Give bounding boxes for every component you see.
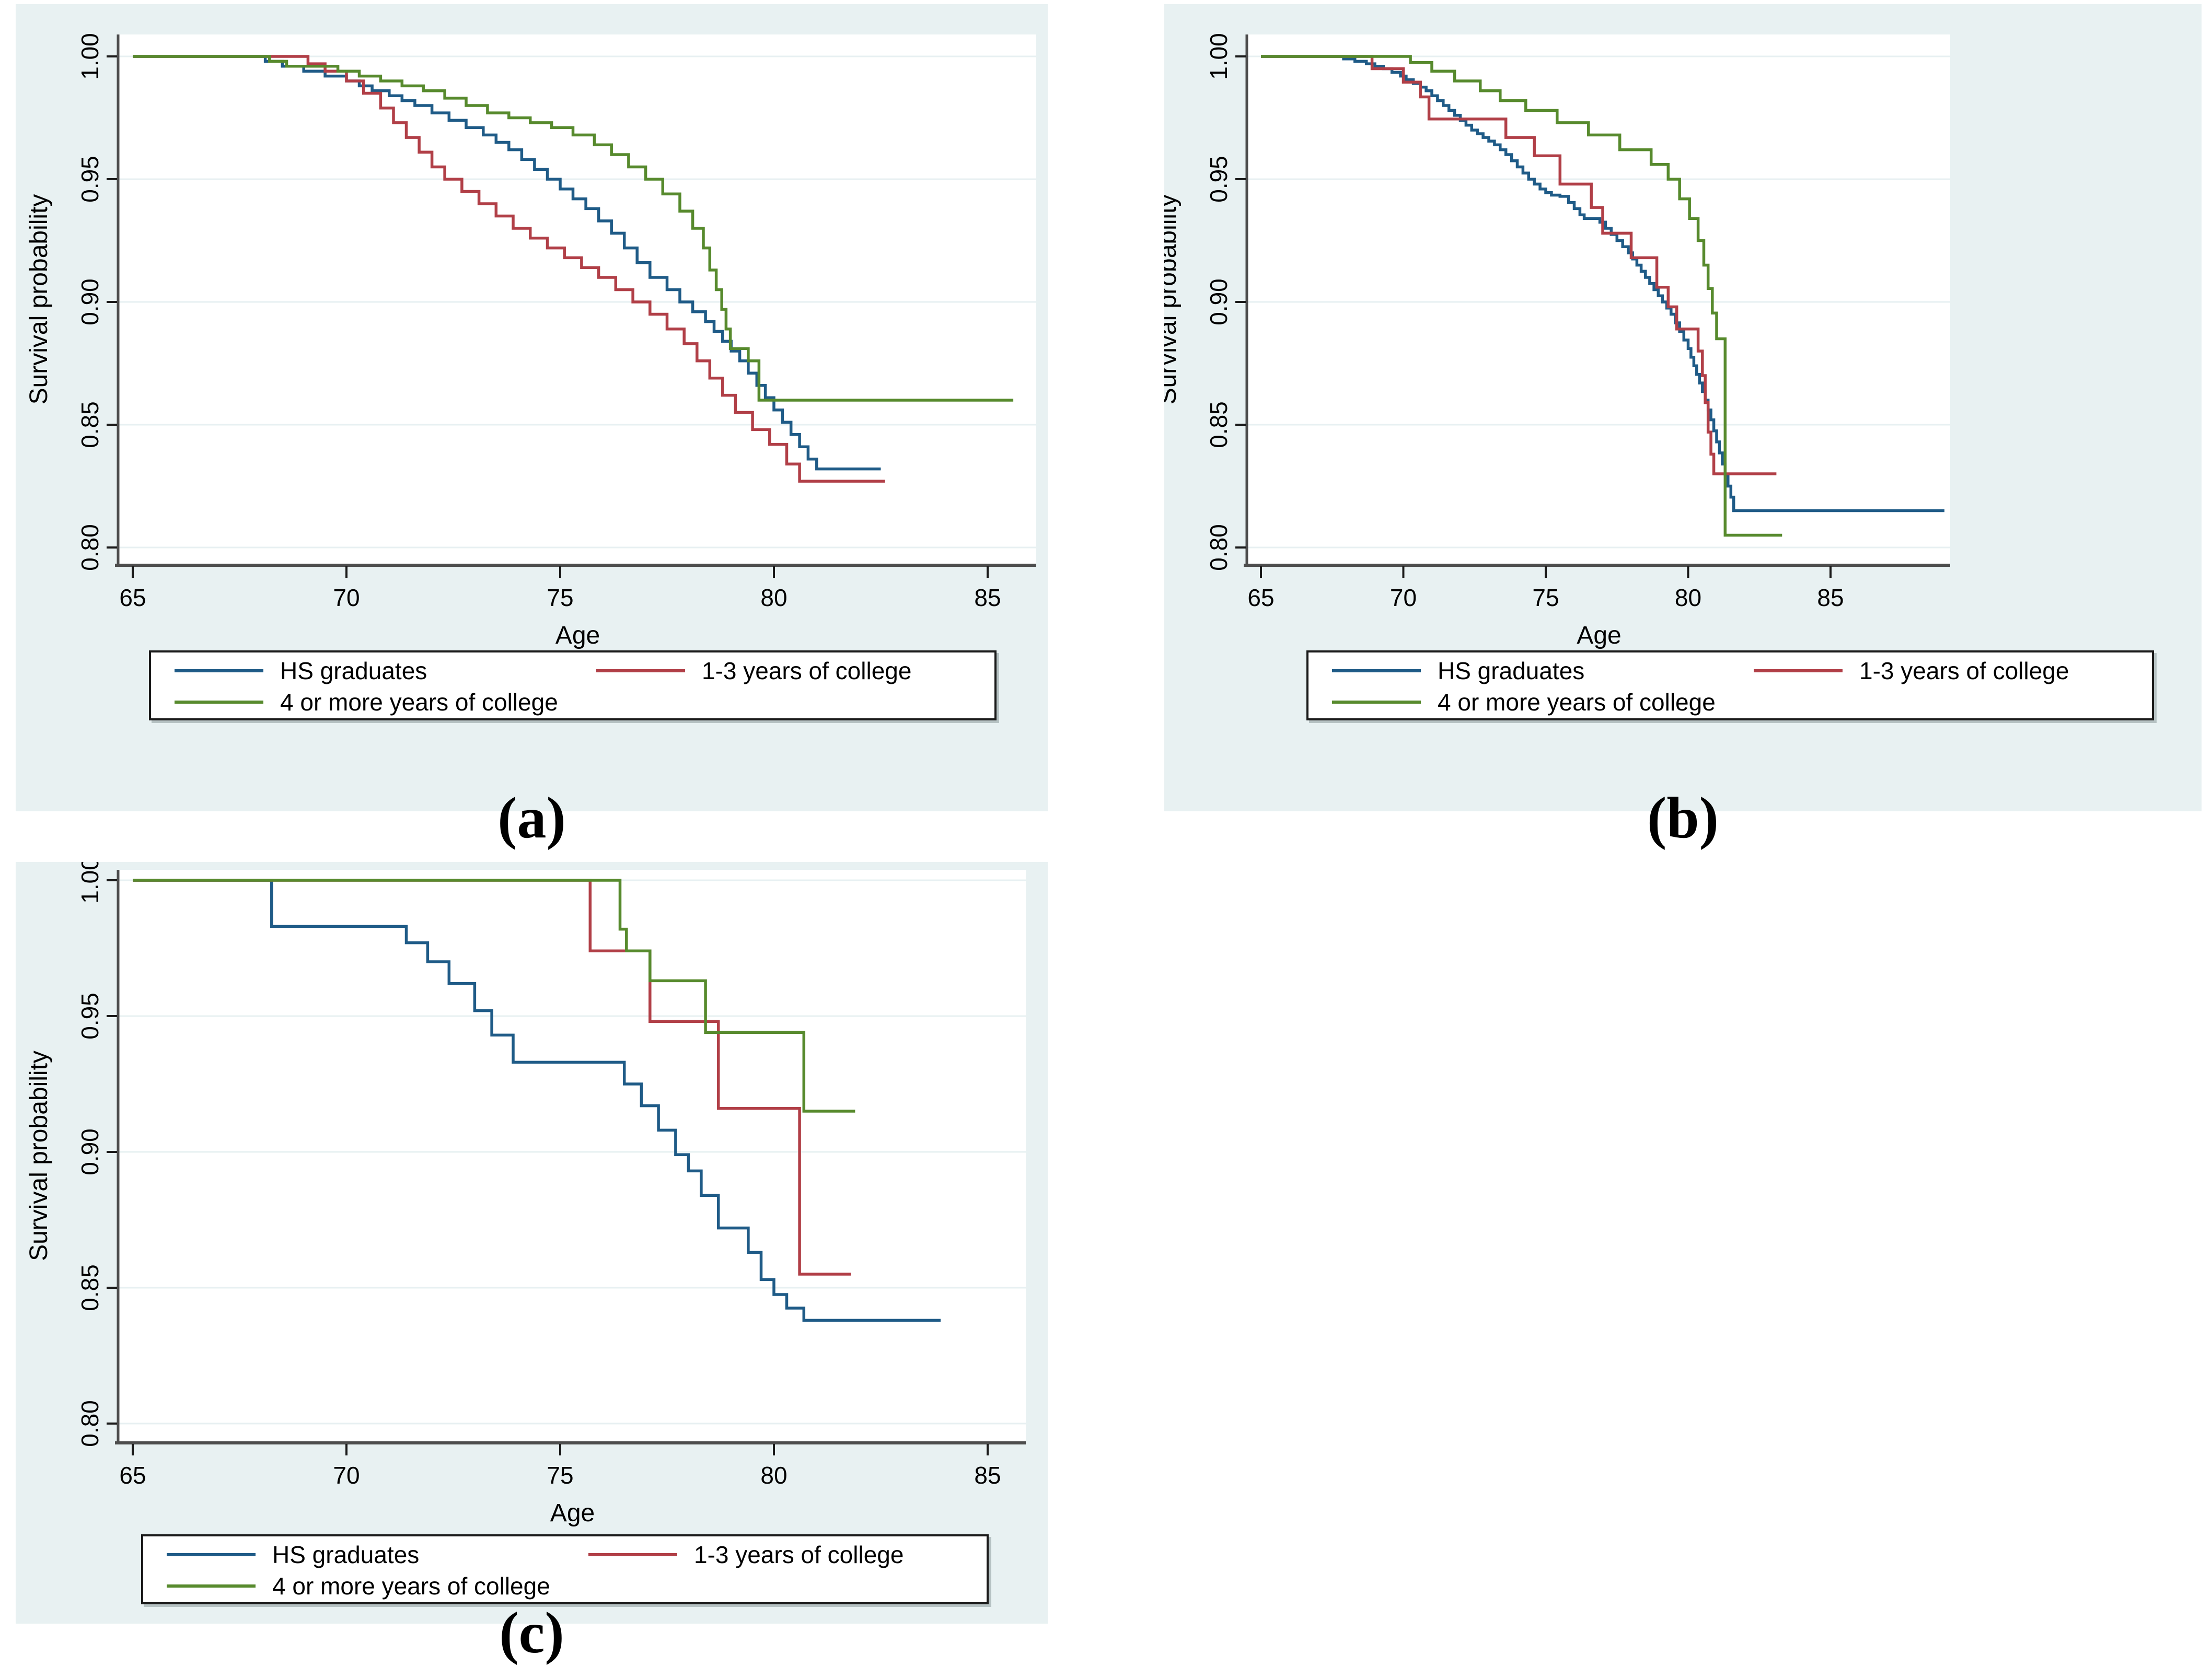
y-tick-label-1.00: 1.00: [76, 33, 103, 80]
college-4plus-line-swatch-icon: [1332, 701, 1421, 704]
x-axis-title: Age: [1577, 622, 1621, 649]
hs-graduates-line-swatch-icon: [175, 669, 263, 672]
y-tick-label-1.00: 1.00: [76, 862, 103, 904]
legend-item-hs-graduates: HS graduates: [1332, 657, 1585, 684]
survival-curve-college_1_3: [1261, 55, 1777, 475]
survival-panel-b: 1.00 0.95 0.90 0.85 0.80 65 70 75 80 85 Age Surviva…: [1164, 4, 2202, 811]
legend-label-college-1-3: 1-3 years of college: [694, 1541, 904, 1568]
college-1-3-line-swatch-icon: [588, 1553, 677, 1556]
x-tick-label-80: 80: [760, 584, 787, 611]
survival-curve-college_1_3: [133, 55, 885, 483]
x-tick-label-85: 85: [1817, 584, 1844, 611]
y-tick-label-0.95: 0.95: [76, 156, 103, 203]
x-tick-label-80: 80: [760, 1462, 787, 1489]
legend-panel-b: HS graduates 1-3 years of college 4 or m…: [1306, 650, 2154, 720]
y-tick-label-0.90: 0.90: [76, 278, 103, 325]
y-tick-label-0.95: 0.95: [1205, 156, 1232, 203]
college-1-3-line-swatch-icon: [1754, 669, 1843, 672]
legend-label-hs-graduates: HS graduates: [280, 657, 427, 684]
plot-area: [119, 870, 1026, 1442]
legend-label-hs-graduates: HS graduates: [272, 1541, 420, 1568]
x-tick-label-70: 70: [333, 584, 360, 611]
hs-graduates-line-swatch-icon: [1332, 669, 1421, 672]
y-axis-title: Survival probability: [1164, 194, 1182, 405]
survival-curve-college_4_plus: [133, 55, 1014, 402]
legend-item-hs-graduates: HS graduates: [175, 657, 427, 684]
legend-label-college-4plus: 4 or more years of college: [272, 1572, 550, 1600]
college-4plus-line-swatch-icon: [167, 1584, 256, 1588]
legend-panel-c: HS graduates 1-3 years of college 4 or m…: [141, 1534, 989, 1604]
y-tick-label-0.85: 0.85: [1205, 401, 1232, 448]
x-axis-title: Age: [555, 622, 600, 649]
college-4plus-line-swatch-icon: [175, 701, 263, 704]
y-tick-label-0.85: 0.85: [76, 401, 103, 448]
x-tick-label-65: 65: [119, 584, 146, 611]
x-tick-label-75: 75: [547, 1462, 573, 1489]
survival-curve-hs_graduates: [133, 879, 941, 1322]
x-axis-title: Age: [550, 1499, 595, 1527]
legend-item-college-1-3: 1-3 years of college: [588, 1541, 904, 1568]
x-tick-label-75: 75: [547, 584, 573, 611]
hs-graduates-line-swatch-icon: [167, 1553, 256, 1556]
survival-curve-college_4_plus: [133, 879, 855, 1113]
y-tick-label-1.00: 1.00: [1205, 33, 1232, 80]
legend-label-hs-graduates: HS graduates: [1438, 657, 1585, 684]
legend-label-college-1-3: 1-3 years of college: [1859, 657, 2069, 684]
plot-area: [119, 34, 1036, 564]
y-tick-label-0.90: 0.90: [76, 1128, 103, 1175]
legend-item-college-4plus: 4 or more years of college: [167, 1572, 550, 1600]
x-tick-label-75: 75: [1532, 584, 1559, 611]
legend-item-college-4plus: 4 or more years of college: [1332, 689, 1716, 716]
plot-area: [1248, 34, 1950, 564]
x-tick-label-70: 70: [333, 1462, 360, 1489]
legend-item-college-1-3: 1-3 years of college: [1754, 657, 2069, 684]
caption-panel-c: (c): [499, 1601, 564, 1665]
y-tick-label-0.80: 0.80: [1205, 524, 1232, 571]
survival-panel-c: 1.00 0.95 0.90 0.85 0.80 65 70 75 80 85 Age Surviva…: [16, 862, 1048, 1624]
y-axis-title: Survival probability: [25, 194, 53, 405]
survival-chart-c: 1.00 0.95 0.90 0.85 0.80 65 70 75 80 85 Age Surviva…: [16, 862, 1048, 1624]
legend-item-college-4plus: 4 or more years of college: [175, 689, 558, 716]
y-tick-label-0.80: 0.80: [76, 524, 103, 571]
caption-panel-b: (b): [1647, 786, 1719, 850]
y-tick-label-0.80: 0.80: [76, 1400, 103, 1447]
x-tick-label-65: 65: [119, 1462, 146, 1489]
x-tick-label-85: 85: [974, 1462, 1001, 1489]
y-tick-label-0.90: 0.90: [1205, 278, 1232, 325]
y-tick-label-0.85: 0.85: [76, 1264, 103, 1311]
survival-curve-college_4_plus: [1261, 55, 1782, 537]
legend-label-college-4plus: 4 or more years of college: [1438, 689, 1716, 716]
x-tick-label-80: 80: [1675, 584, 1701, 611]
caption-panel-a: (a): [497, 786, 566, 850]
x-tick-label-70: 70: [1390, 584, 1417, 611]
survival-panel-a: 1.00 0.95 0.90 0.85 0.80 65 70 75 80 85 Age Surviva…: [16, 4, 1048, 811]
legend-panel-a: HS graduates 1-3 years of college 4 or m…: [149, 650, 997, 720]
survival-curve-college_1_3: [133, 879, 851, 1276]
x-tick-label-85: 85: [974, 584, 1001, 611]
college-1-3-line-swatch-icon: [596, 669, 685, 672]
legend-item-college-1-3: 1-3 years of college: [596, 657, 912, 684]
legend-label-college-1-3: 1-3 years of college: [702, 657, 912, 684]
legend-item-hs-graduates: HS graduates: [167, 1541, 420, 1568]
x-tick-label-65: 65: [1247, 584, 1274, 611]
y-axis-title: Survival probability: [25, 1051, 53, 1261]
y-tick-label-0.95: 0.95: [76, 993, 103, 1040]
survival-curve-hs_graduates: [1261, 55, 1944, 512]
legend-label-college-4plus: 4 or more years of college: [280, 689, 558, 716]
